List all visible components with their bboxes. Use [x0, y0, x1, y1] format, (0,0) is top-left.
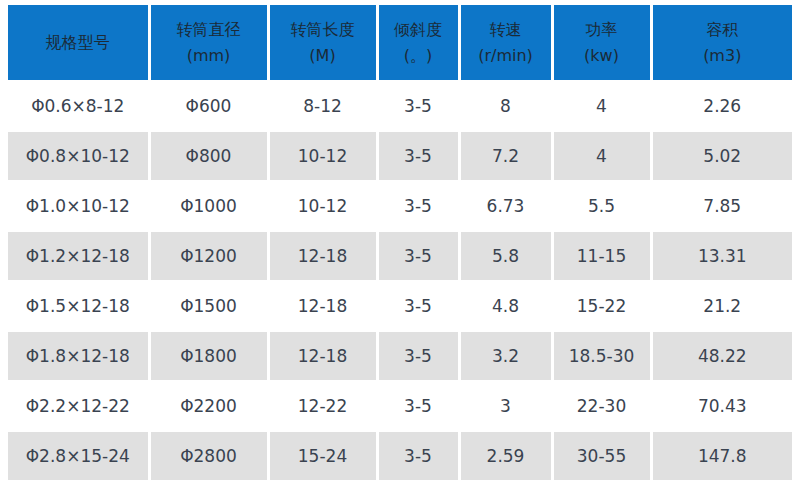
table-header: 规格型号转筒直径(mm)转筒长度(M)倾斜度(。)转速(r/min)功率(kw)… [8, 5, 792, 81]
table-cell: 6.73 [459, 181, 552, 231]
column-header-7: 容积(m3) [651, 5, 792, 81]
table-cell: 3-5 [377, 431, 459, 481]
table-cell: 3-5 [377, 81, 459, 131]
table-cell: Φ1.0×10-12 [8, 181, 149, 231]
table-cell: Φ2.2×12-22 [8, 381, 149, 431]
table-cell: 11-15 [552, 231, 651, 281]
table-cell: 3-5 [377, 331, 459, 381]
table-cell: 2.59 [459, 431, 552, 481]
table-cell: Φ1500 [149, 281, 268, 331]
header-row: 规格型号转筒直径(mm)转筒长度(M)倾斜度(。)转速(r/min)功率(kw)… [8, 5, 792, 81]
column-header-5: 转速(r/min) [459, 5, 552, 81]
table-cell: 5.02 [651, 131, 792, 181]
table-cell: Φ1.5×12-18 [8, 281, 149, 331]
specification-table: 规格型号转筒直径(mm)转筒长度(M)倾斜度(。)转速(r/min)功率(kw)… [8, 5, 792, 482]
table-cell: 21.2 [651, 281, 792, 331]
table-cell: 15-22 [552, 281, 651, 331]
table-cell: Φ600 [149, 81, 268, 131]
table-cell: 4.8 [459, 281, 552, 331]
column-header-2: 转筒直径(mm) [149, 5, 268, 81]
column-header-6: 功率(kw) [552, 5, 651, 81]
column-label: 功率 [556, 17, 648, 43]
column-unit: (kw) [556, 43, 648, 69]
column-label: 倾斜度 [381, 17, 456, 43]
table-cell: 7.85 [651, 181, 792, 231]
table-cell: 4 [552, 81, 651, 131]
table-cell: Φ0.6×8-12 [8, 81, 149, 131]
table-cell: 4 [552, 131, 651, 181]
column-unit: (mm) [153, 43, 265, 69]
column-unit: (m3) [655, 43, 791, 69]
column-unit: (。) [381, 43, 456, 69]
table-cell: Φ2200 [149, 381, 268, 431]
table-cell: 3.2 [459, 331, 552, 381]
table-cell: 8 [459, 81, 552, 131]
table-cell: 12-18 [268, 331, 377, 381]
column-unit: (r/min) [463, 43, 549, 69]
table-cell: Φ2800 [149, 431, 268, 481]
table-cell: 13.31 [651, 231, 792, 281]
table-row: Φ1.5×12-18Φ150012-183-54.815-2221.2 [8, 281, 792, 331]
table-cell: 10-12 [268, 131, 377, 181]
table-cell: 18.5-30 [552, 331, 651, 381]
table-row: Φ1.0×10-12Φ100010-123-56.735.57.85 [8, 181, 792, 231]
table-cell: 15-24 [268, 431, 377, 481]
table-cell: 7.2 [459, 131, 552, 181]
table-cell: 3-5 [377, 381, 459, 431]
page: 规格型号转筒直径(mm)转筒长度(M)倾斜度(。)转速(r/min)功率(kw)… [0, 0, 800, 487]
table-cell: Φ1.2×12-18 [8, 231, 149, 281]
table-cell: 48.22 [651, 331, 792, 381]
column-label: 转筒直径 [153, 17, 265, 43]
table-cell: Φ1000 [149, 181, 268, 231]
table-cell: 5.5 [552, 181, 651, 231]
table-row: Φ1.8×12-18Φ180012-183-53.218.5-3048.22 [8, 331, 792, 381]
table-row: Φ1.2×12-18Φ120012-183-55.811-1513.31 [8, 231, 792, 281]
table-cell: 5.8 [459, 231, 552, 281]
table-cell: 12-18 [268, 281, 377, 331]
table-cell: 3-5 [377, 281, 459, 331]
table-cell: Φ1800 [149, 331, 268, 381]
table-cell: Φ0.8×10-12 [8, 131, 149, 181]
table-cell: 70.43 [651, 381, 792, 431]
table-cell: 2.26 [651, 81, 792, 131]
column-header-1: 规格型号 [8, 5, 149, 81]
column-header-4: 倾斜度(。) [377, 5, 459, 81]
column-unit: (M) [272, 43, 374, 69]
table-body: Φ0.6×8-12Φ6008-123-5842.26Φ0.8×10-12Φ800… [8, 81, 792, 481]
table-cell: 22-30 [552, 381, 651, 431]
table-cell: 10-12 [268, 181, 377, 231]
table-cell: 147.8 [651, 431, 792, 481]
table-cell: Φ2.8×15-24 [8, 431, 149, 481]
table-cell: 3-5 [377, 131, 459, 181]
column-label: 规格型号 [10, 30, 146, 56]
table-cell: Φ800 [149, 131, 268, 181]
table-cell: 12-18 [268, 231, 377, 281]
table-cell: 8-12 [268, 81, 377, 131]
table-cell: 12-22 [268, 381, 377, 431]
table-row: Φ0.8×10-12Φ80010-123-57.245.02 [8, 131, 792, 181]
table-cell: Φ1.8×12-18 [8, 331, 149, 381]
table-row: Φ0.6×8-12Φ6008-123-5842.26 [8, 81, 792, 131]
table-cell: 3 [459, 381, 552, 431]
table-cell: 3-5 [377, 181, 459, 231]
table-cell: 30-55 [552, 431, 651, 481]
table-row: Φ2.8×15-24Φ280015-243-52.5930-55147.8 [8, 431, 792, 481]
column-label: 转速 [463, 17, 549, 43]
column-label: 容积 [655, 17, 791, 43]
table-cell: 3-5 [377, 231, 459, 281]
table-cell: Φ1200 [149, 231, 268, 281]
column-header-3: 转筒长度(M) [268, 5, 377, 81]
table-row: Φ2.2×12-22Φ220012-223-5322-3070.43 [8, 381, 792, 431]
column-label: 转筒长度 [272, 17, 374, 43]
